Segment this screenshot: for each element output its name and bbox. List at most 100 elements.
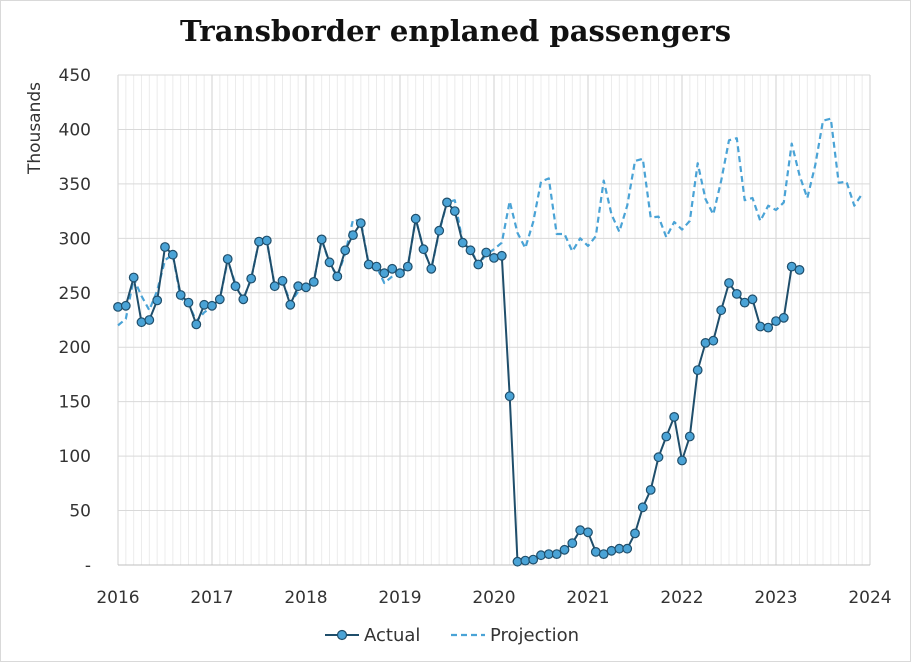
- data-point-actual: [410, 213, 421, 224]
- data-point-actual: [724, 278, 734, 288]
- data-point-actual: [191, 319, 202, 330]
- data-point-actual: [222, 254, 233, 264]
- x-tick-label: 2020: [472, 588, 515, 608]
- data-point-actual: [418, 244, 429, 255]
- y-tick-label: 400: [59, 120, 91, 140]
- data-point-actual: [645, 485, 656, 495]
- x-tick-label: 2022: [660, 588, 703, 608]
- data-point-actual: [348, 230, 358, 241]
- data-point-actual: [175, 290, 186, 300]
- data-point-actual: [214, 294, 225, 305]
- data-point-actual: [496, 250, 507, 261]
- data-point-actual: [442, 197, 452, 208]
- data-point-actual: [794, 265, 805, 275]
- legend-label-projection: Projection: [490, 625, 579, 646]
- data-point-actual: [449, 206, 460, 217]
- data-point-actual: [755, 321, 766, 332]
- data-point-actual: [254, 236, 264, 247]
- data-point-actual: [379, 268, 390, 279]
- vertical-gridlines: [117, 75, 871, 565]
- data-point-actual: [457, 237, 468, 248]
- legend: Actual Projection: [325, 625, 579, 646]
- data-point-actual: [167, 249, 178, 260]
- data-point-actual: [387, 263, 398, 274]
- legend-marker-actual: [336, 629, 348, 641]
- data-point-actual: [332, 271, 343, 282]
- data-point-actual: [778, 312, 789, 323]
- y-tick-label: 350: [59, 175, 91, 195]
- data-point-actual: [207, 300, 217, 311]
- data-point-actual: [246, 273, 257, 284]
- y-tick-label: -: [85, 556, 91, 576]
- data-point-actual: [434, 225, 445, 236]
- data-point-actual: [395, 268, 405, 279]
- data-point-actual: [465, 245, 476, 256]
- chart-title: Transborder enplaned passengers: [179, 14, 732, 48]
- data-point-actual: [731, 289, 742, 299]
- data-point-actual: [238, 294, 249, 305]
- data-point-actual: [277, 275, 288, 286]
- data-point-actual: [120, 300, 131, 311]
- legend-label-actual: Actual: [364, 625, 420, 646]
- y-tick-label: 250: [59, 284, 91, 304]
- data-point-actual: [637, 502, 648, 513]
- y-tick-label: 450: [59, 66, 91, 86]
- data-point-actual: [763, 322, 774, 333]
- data-point-actual: [747, 294, 758, 305]
- x-tick-label: 2024: [848, 588, 891, 608]
- data-point-actual: [473, 259, 484, 270]
- data-point-actual: [677, 455, 687, 466]
- x-tick-label: 2023: [754, 588, 797, 608]
- data-point-actual: [402, 261, 413, 272]
- y-axis-label: Thousands: [25, 82, 45, 175]
- y-tick-label: 50: [69, 502, 91, 522]
- x-tick-label: 2018: [284, 588, 327, 608]
- data-point-actual: [528, 554, 539, 565]
- data-point-actual: [567, 538, 578, 549]
- data-point-actual: [285, 299, 296, 310]
- series-layer: [113, 117, 864, 567]
- data-point-actual: [144, 315, 155, 325]
- data-point-actual: [716, 305, 727, 316]
- data-point-actual: [630, 528, 640, 539]
- data-point-actual: [113, 302, 123, 312]
- x-tick-label: 2016: [96, 588, 139, 608]
- data-point-actual: [559, 544, 570, 555]
- data-point-actual: [160, 242, 170, 252]
- legend-item-actual: Actual: [325, 625, 420, 646]
- data-point-actual: [520, 555, 531, 566]
- data-point-actual: [316, 234, 327, 245]
- y-tick-label: 200: [59, 338, 91, 358]
- data-point-actual: [692, 365, 703, 376]
- data-point-actual: [512, 556, 523, 567]
- data-point-actual: [128, 272, 139, 283]
- data-point-actual: [661, 431, 672, 442]
- data-point-actual: [551, 549, 562, 559]
- data-point-actual: [504, 391, 515, 402]
- data-point-actual: [293, 281, 304, 292]
- y-axis-tick-labels: - 50 100 150 200 250 300 350 400 450: [59, 66, 91, 576]
- data-point-actual: [261, 235, 272, 246]
- data-point-actual: [183, 297, 194, 308]
- data-point-actual: [622, 543, 633, 554]
- legend-item-projection: Projection: [451, 625, 579, 646]
- data-point-actual: [152, 295, 163, 306]
- y-tick-label: 300: [59, 229, 91, 249]
- x-axis-tick-labels: 2016 2017 2018 2019 2020 2021 2022 2023 2024: [96, 588, 891, 608]
- x-tick-label: 2019: [378, 588, 421, 608]
- data-point-actual: [269, 281, 280, 292]
- y-tick-label: 100: [59, 447, 91, 467]
- data-point-actual: [536, 550, 546, 561]
- data-point-actual: [684, 431, 695, 442]
- data-point-actual: [669, 412, 680, 422]
- data-point-actual: [340, 245, 351, 256]
- data-point-actual: [426, 263, 437, 274]
- data-point-actual: [230, 281, 241, 292]
- data-point-actual: [324, 257, 335, 268]
- x-tick-label: 2021: [566, 588, 609, 608]
- data-point-actual: [590, 547, 601, 557]
- x-tick-label: 2017: [190, 588, 233, 608]
- series-line-projection: [117, 117, 864, 327]
- series-line-actual: [117, 201, 800, 563]
